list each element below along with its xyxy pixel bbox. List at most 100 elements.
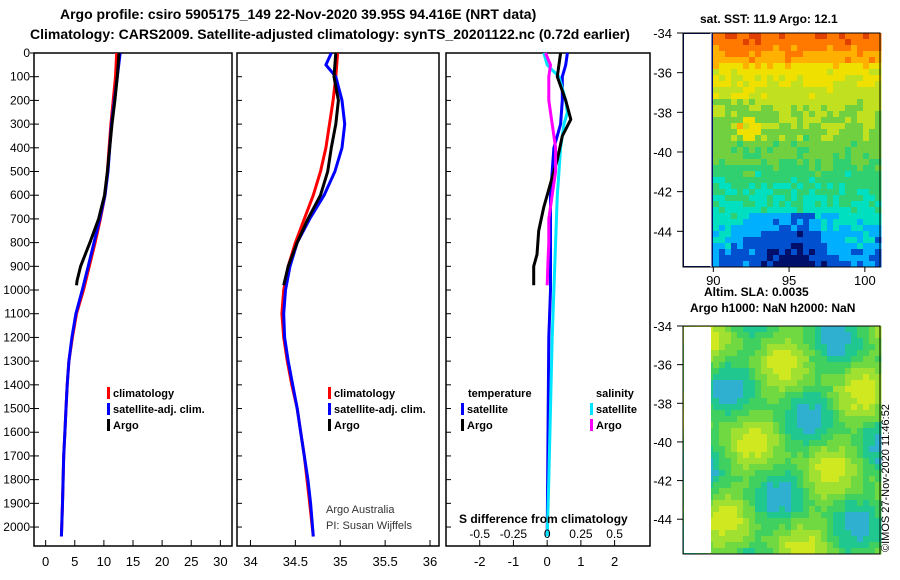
- map-cell: [857, 326, 864, 333]
- map-cell: [839, 410, 846, 417]
- map-cell: [845, 344, 852, 351]
- map-cell: [827, 338, 834, 345]
- map-cell: [791, 39, 798, 46]
- map-cell: [719, 123, 726, 130]
- map-cell: [803, 261, 810, 268]
- map-cell: [743, 237, 750, 244]
- map-cell: [851, 165, 858, 172]
- map-cell: [869, 404, 876, 411]
- map-cell: [815, 195, 822, 202]
- map-cell: [869, 93, 876, 100]
- map-cell: [761, 219, 768, 226]
- map-cell: [827, 45, 834, 52]
- map-cell: [719, 542, 726, 549]
- map-cell: [779, 57, 786, 64]
- sal-series-argo: [282, 52, 340, 286]
- map-cell: [863, 93, 870, 100]
- map-cell: [749, 249, 756, 256]
- map-cell: [713, 111, 720, 118]
- map-cell: [857, 153, 864, 160]
- map-cell: [743, 159, 750, 166]
- map-cell: [827, 99, 834, 106]
- map-cell: [713, 326, 720, 333]
- map-cell: [737, 261, 744, 268]
- map-cell: [869, 458, 876, 465]
- map-cell: [773, 81, 780, 88]
- map-frame: [682, 32, 881, 268]
- map-cell: [761, 111, 768, 118]
- map-cell: [755, 500, 762, 507]
- map-cell: [863, 374, 870, 381]
- map-cell: [797, 165, 804, 172]
- map-cell: [863, 440, 870, 447]
- map-cell: [821, 147, 828, 154]
- map-cell: [773, 530, 780, 537]
- map-cell: [785, 63, 792, 70]
- depth-tick-label: 100: [10, 70, 30, 84]
- map-cell: [779, 69, 786, 76]
- map-cell: [875, 207, 882, 214]
- map-cell: [731, 123, 738, 130]
- map-cell: [815, 135, 822, 142]
- difference-xlabel: S difference from climatology: [459, 512, 628, 526]
- map-cell: [797, 410, 804, 417]
- map-cell: [863, 255, 870, 262]
- map-ytick-label: -44: [653, 512, 672, 527]
- map-cell: [821, 225, 828, 232]
- map-cell: [869, 482, 876, 489]
- map-cell: [875, 344, 882, 351]
- map-cell: [809, 147, 816, 154]
- map-cell: [761, 464, 768, 471]
- map-cell: [713, 368, 720, 375]
- map-cell: [797, 93, 804, 100]
- map-cell: [815, 213, 822, 220]
- map-cell: [719, 428, 726, 435]
- map-cell: [833, 87, 840, 94]
- map-cell: [731, 261, 738, 268]
- map-cell: [815, 338, 822, 345]
- map-cell: [719, 69, 726, 76]
- map-cell: [761, 356, 768, 363]
- map-cell: [743, 201, 750, 208]
- map-cell: [845, 129, 852, 136]
- map-cell: [833, 231, 840, 238]
- map-cell: [761, 123, 768, 130]
- map-cell: [863, 201, 870, 208]
- map-cell: [719, 326, 726, 333]
- map-cell: [797, 326, 804, 333]
- map-cell: [803, 159, 810, 166]
- map-cell: [737, 488, 744, 495]
- map-cell: [713, 536, 720, 543]
- map-cell: [833, 416, 840, 423]
- map-cell: [743, 524, 750, 531]
- map-cell: [737, 159, 744, 166]
- map-cell: [785, 440, 792, 447]
- map-cell: [863, 386, 870, 393]
- map-cell: [719, 524, 726, 531]
- map-cell: [827, 249, 834, 256]
- map-cell: [869, 500, 876, 507]
- map-cell: [815, 87, 822, 94]
- map-cell: [833, 189, 840, 196]
- map-cell: [779, 63, 786, 70]
- map-cell: [749, 99, 756, 106]
- map-cell: [743, 350, 750, 357]
- map-cell: [803, 458, 810, 465]
- map-cell: [725, 506, 732, 513]
- map-cell: [779, 458, 786, 465]
- map-cell: [725, 440, 732, 447]
- map-cell: [755, 548, 762, 555]
- map-cell: [713, 332, 720, 339]
- map-cell: [839, 141, 846, 148]
- map-cell: [743, 105, 750, 112]
- map-cell: [863, 111, 870, 118]
- map-cell: [719, 129, 726, 136]
- map-cell: [857, 105, 864, 112]
- map-cell: [875, 332, 882, 339]
- map-cell: [839, 123, 846, 130]
- map-cell: [869, 488, 876, 495]
- map-cell: [833, 69, 840, 76]
- map-cell: [773, 189, 780, 196]
- map-cell: [767, 57, 774, 64]
- map-cell: [749, 225, 756, 232]
